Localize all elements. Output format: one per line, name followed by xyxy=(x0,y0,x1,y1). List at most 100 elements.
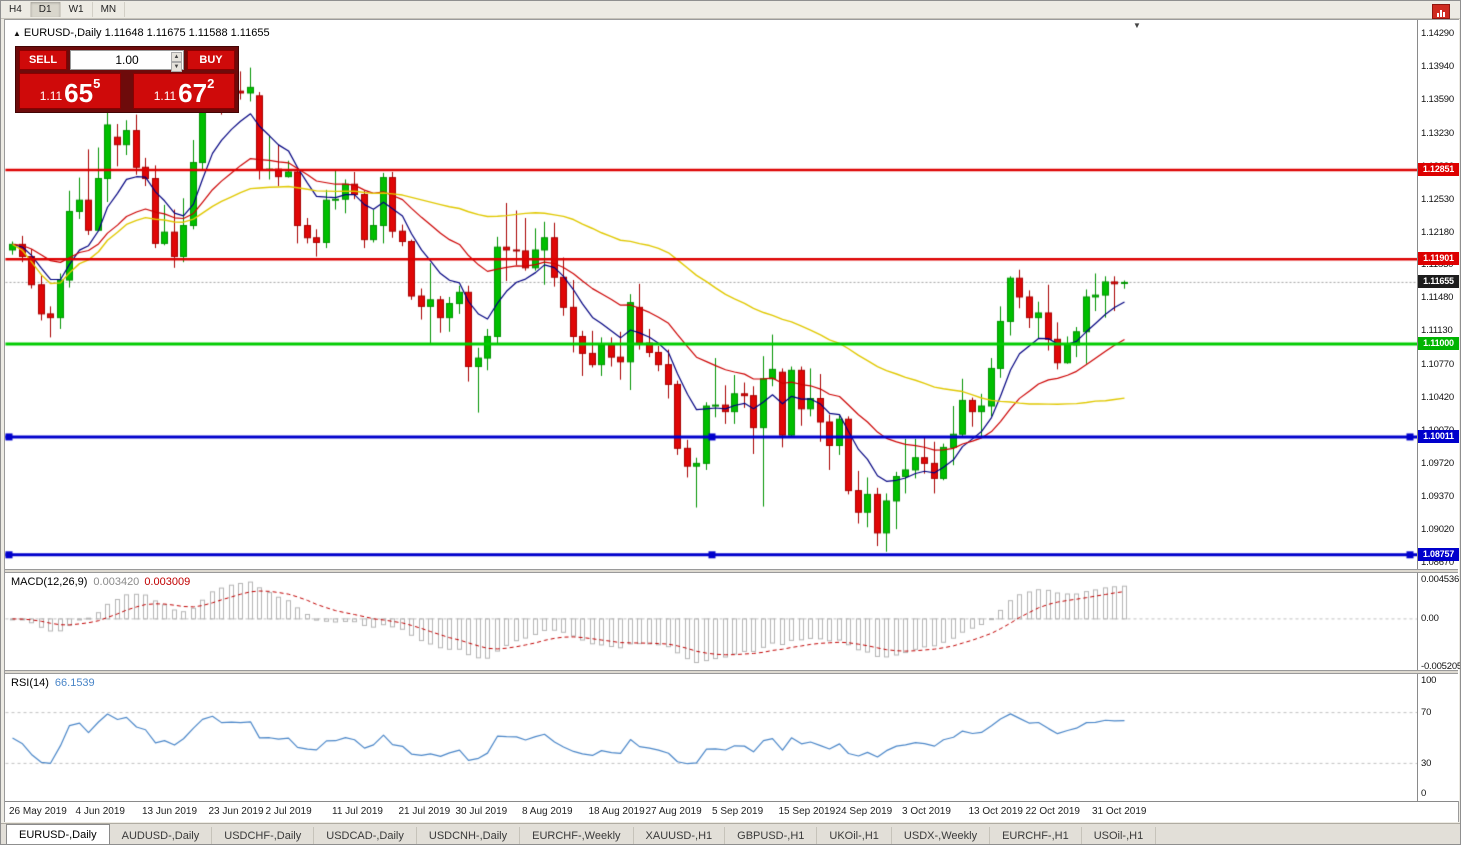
date-axis-label: 18 Aug 2019 xyxy=(588,806,645,817)
date-axis-label: 30 Jul 2019 xyxy=(455,806,508,817)
hline-price-tag: 1.10011 xyxy=(1418,430,1459,443)
hline-price-tag: 1.12851 xyxy=(1418,163,1459,176)
chart-tab-usdchf-daily[interactable]: USDCHF-,Daily xyxy=(212,827,315,844)
rsi-value: 66.1539 xyxy=(54,677,95,689)
one-click-trading-panel: SELL 1.00 ▲ ▼ BUY 1.11 65 5 1.11 67 2 xyxy=(15,46,239,113)
date-axis-label: 26 May 2019 xyxy=(9,806,67,817)
hline-price-tag: 1.11901 xyxy=(1418,252,1459,265)
date-axis-label: 3 Oct 2019 xyxy=(902,806,951,817)
volume-spinner: ▲ ▼ xyxy=(171,52,182,72)
price-axis-label: 1.13230 xyxy=(1421,127,1454,139)
macd-axis-label: -0.005205 xyxy=(1421,660,1461,672)
volume-decrease-button[interactable]: ▼ xyxy=(171,62,182,72)
date-axis-label: 13 Oct 2019 xyxy=(968,806,1023,817)
chart-tab-eurchf-h1[interactable]: EURCHF-,H1 xyxy=(990,827,1082,844)
symbol-period-label: EURUSD-,Daily xyxy=(23,27,102,39)
collapse-trade-panel-icon[interactable]: ▲ xyxy=(13,29,21,38)
date-axis-label: 4 Jun 2019 xyxy=(75,806,126,817)
timeframe-button-mn[interactable]: MN xyxy=(93,2,126,17)
rsi-indicator-label: RSI(14) 66.1539 xyxy=(11,677,95,689)
date-axis-label: 31 Oct 2019 xyxy=(1092,806,1147,817)
price-axis-label: 1.11130 xyxy=(1421,325,1453,337)
ask-pip-digit: 2 xyxy=(207,76,215,91)
price-axis-label: 1.10420 xyxy=(1421,392,1454,403)
pane-splitter-rsi[interactable] xyxy=(5,670,1458,674)
chart-tab-gbpusd-h1[interactable]: GBPUSD-,H1 xyxy=(725,827,818,844)
volume-value: 1.00 xyxy=(115,53,139,67)
bid-price-button[interactable]: 1.11 65 5 xyxy=(19,73,121,109)
rsi-axis-label: 70 xyxy=(1421,707,1432,719)
chart-tab-eurchf-weekly[interactable]: EURCHF-,Weekly xyxy=(520,827,634,844)
date-axis-label: 24 Sep 2019 xyxy=(835,806,893,817)
date-axis-label: 5 Sep 2019 xyxy=(712,806,764,817)
sell-button[interactable]: SELL xyxy=(19,50,67,70)
price-axis-label: 1.11480 xyxy=(1421,292,1454,304)
ask-big-digits: 67 xyxy=(178,78,208,108)
volume-field[interactable]: 1.00 ▲ ▼ xyxy=(70,50,184,72)
pane-splitter-macd[interactable] xyxy=(5,569,1458,573)
hline-price-tag: 1.11000 xyxy=(1418,337,1459,350)
date-axis-label: 13 Jun 2019 xyxy=(142,806,198,817)
chart-tab-bar: EURUSD-,Daily AUDUSD-,Daily USDCHF-,Daily U… xyxy=(1,823,1460,844)
chart-canvas[interactable] xyxy=(5,20,1417,801)
price-axis-label: 1.12530 xyxy=(1421,193,1454,205)
date-axis[interactable]: 26 May 2019 4 Jun 2019 13 Jun 2019 23 Jun 2… xyxy=(5,801,1458,822)
chart-tab-usdcad-daily[interactable]: USDCAD-,Daily xyxy=(314,827,417,844)
toolbar: H4 D1 W1 MN xyxy=(1,1,1460,19)
volume-increase-button[interactable]: ▲ xyxy=(171,52,182,62)
ask-price-button[interactable]: 1.11 67 2 xyxy=(133,73,235,109)
timeframe-button-h4[interactable]: H4 xyxy=(1,2,31,17)
date-axis-label: 22 Oct 2019 xyxy=(1025,806,1080,817)
chart-shift-marker-icon[interactable]: ▼ xyxy=(1133,21,1141,30)
rsi-axis-label: 0 xyxy=(1421,788,1427,799)
date-axis-label: 27 Aug 2019 xyxy=(645,806,702,817)
price-axis[interactable]: 1.142901.139401.135901.132301.128801.125… xyxy=(1417,20,1461,801)
rsi-axis-label: 30 xyxy=(1421,757,1432,769)
chart-window: ▲ EURUSD-,Daily 1.11648 1.11675 1.11588 1… xyxy=(4,19,1461,822)
date-axis-label: 23 Jun 2019 xyxy=(208,806,264,817)
bid-pip-digit: 5 xyxy=(93,76,101,91)
chart-tab-usdcnh-daily[interactable]: USDCNH-,Daily xyxy=(417,827,521,844)
chart-tab-xauusd-h1[interactable]: XAUUSD-,H1 xyxy=(634,827,726,844)
rsi-name: RSI(14) xyxy=(11,677,49,689)
date-axis-label: 8 Aug 2019 xyxy=(522,806,573,817)
macd-name: MACD(12,26,9) xyxy=(11,576,88,588)
ask-prefix: 1.11 xyxy=(153,89,177,103)
bid-big-digits: 65 xyxy=(64,78,94,108)
date-axis-label: 15 Sep 2019 xyxy=(778,806,836,817)
macd-axis-label: 0.00 xyxy=(1421,613,1439,625)
chart-tab-usoil-h1[interactable]: USOil-,H1 xyxy=(1082,827,1157,844)
price-axis-label: 1.09020 xyxy=(1421,523,1454,535)
price-axis-label: 1.09370 xyxy=(1421,490,1454,502)
chart-tab-audusd-daily[interactable]: AUDUSD-,Daily xyxy=(110,827,213,844)
chart-title: ▲ EURUSD-,Daily 1.11648 1.11675 1.11588 1… xyxy=(13,27,270,39)
chart-tab-eurusd-daily[interactable]: EURUSD-,Daily xyxy=(6,824,110,844)
chart-tab-ukoil-h1[interactable]: UKOil-,H1 xyxy=(817,827,892,844)
price-axis-label: 1.10770 xyxy=(1421,359,1454,371)
macd-indicator-label: MACD(12,26,9) 0.003420 0.003009 xyxy=(11,576,190,588)
chart-window-icon[interactable] xyxy=(1432,4,1450,19)
date-axis-label: 2 Jul 2019 xyxy=(265,806,312,817)
price-axis-label: 1.09720 xyxy=(1421,457,1454,469)
macd-main-value: 0.003420 xyxy=(93,576,140,588)
timeframe-button-w1[interactable]: W1 xyxy=(61,2,93,17)
timeframe-button-group: H4 D1 W1 MN xyxy=(1,1,126,18)
rsi-axis-label: 100 xyxy=(1421,675,1437,686)
macd-axis-label: 0.004536 xyxy=(1421,574,1460,585)
ohlc-values: 1.11648 1.11675 1.11588 1.11655 xyxy=(104,27,270,39)
bid-prefix: 1.11 xyxy=(39,89,63,103)
buy-button[interactable]: BUY xyxy=(187,50,235,70)
hline-price-tag: 1.08757 xyxy=(1418,548,1459,561)
price-axis-label: 1.13590 xyxy=(1421,94,1454,106)
spread-gap xyxy=(121,73,133,109)
current-price-tag: 1.11655 xyxy=(1418,275,1459,288)
date-axis-label: 11 Jul 2019 xyxy=(332,806,383,817)
price-axis-label: 1.14290 xyxy=(1421,28,1454,40)
price-axis-label: 1.13940 xyxy=(1421,61,1454,73)
price-axis-label: 1.12180 xyxy=(1421,226,1454,238)
chart-tab-usdx-weekly[interactable]: USDX-,Weekly xyxy=(892,827,991,844)
timeframe-button-d1[interactable]: D1 xyxy=(30,2,61,17)
price-axis-label: 1.08670 xyxy=(1421,556,1454,568)
date-axis-label: 21 Jul 2019 xyxy=(398,806,451,817)
